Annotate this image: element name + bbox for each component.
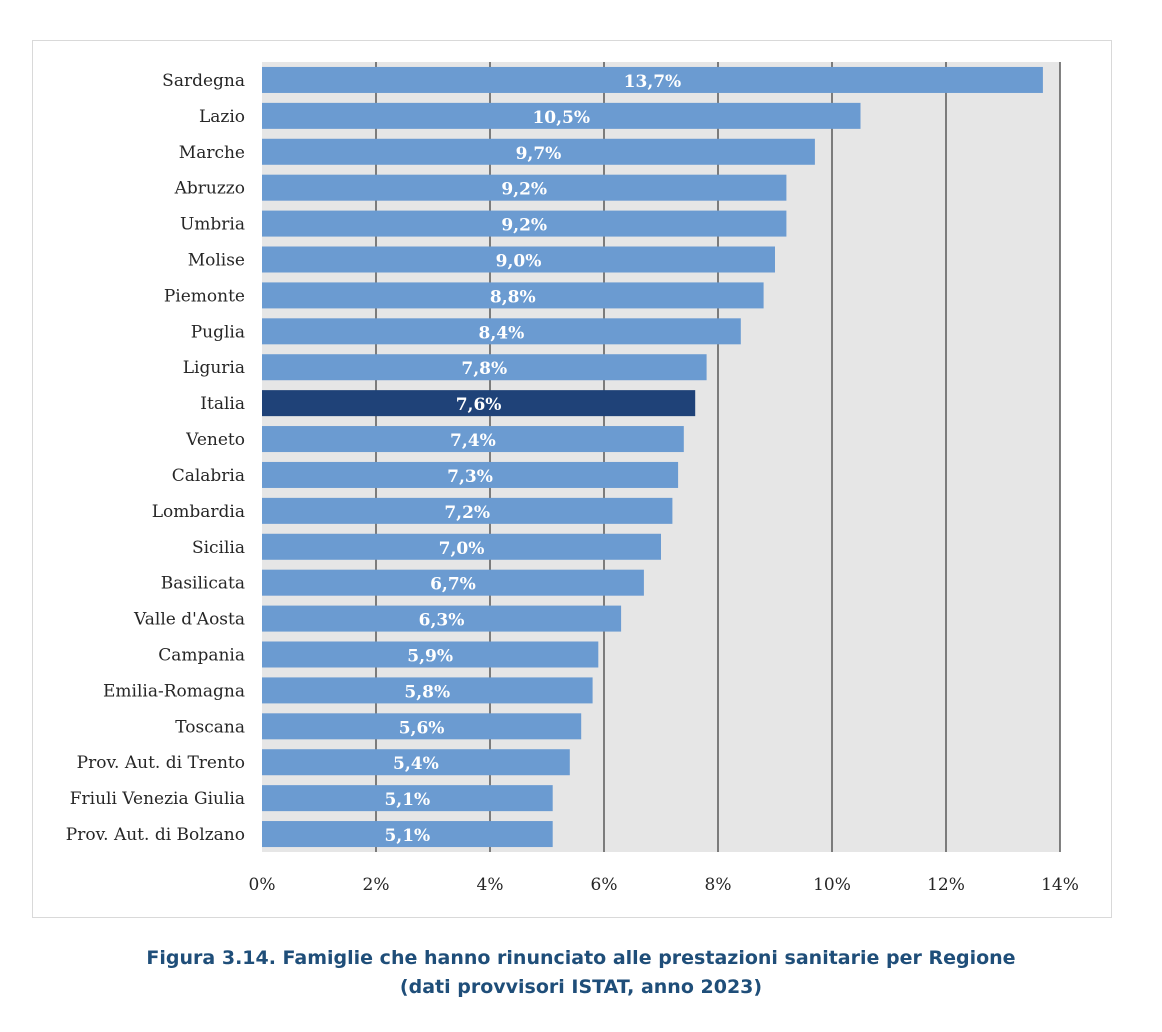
category-label: Prov. Aut. di Trento (77, 753, 245, 773)
data-label: 9,2% (501, 216, 547, 236)
category-label: Liguria (183, 358, 245, 378)
figure-caption-title: Figura 3.14. Famiglie che hanno rinuncia… (146, 947, 1016, 969)
category-label: Piemonte (164, 286, 245, 306)
data-label: 7,6% (456, 395, 502, 415)
category-label: Campania (158, 646, 245, 666)
category-label: Sicilia (192, 538, 245, 558)
bar (262, 102, 861, 129)
bar (262, 282, 764, 309)
bar (262, 174, 787, 201)
category-label: Abruzzo (174, 179, 245, 199)
data-label: 5,8% (404, 682, 450, 702)
category-label: Umbria (180, 215, 245, 235)
bar-chart: Sardegna 13,7% Lazio 10,5% Marche 9,7% Abruzzo… (66, 62, 1079, 895)
data-label: 5,4% (393, 754, 439, 774)
bar (262, 677, 593, 704)
data-label: 10,5% (532, 108, 590, 128)
x-tick-label: 10% (813, 875, 851, 895)
x-tick-label: 12% (927, 875, 965, 895)
category-label: Italia (200, 394, 245, 414)
bar (262, 426, 684, 453)
category-label: Lombardia (152, 502, 245, 522)
bar (262, 749, 570, 776)
bar (262, 461, 679, 488)
data-label: 6,7% (430, 575, 476, 595)
x-tick-label: 6% (591, 875, 618, 895)
bar (262, 821, 553, 848)
bar (262, 210, 787, 237)
x-tick-label: 2% (363, 875, 390, 895)
category-label: Emilia-Romagna (103, 681, 245, 701)
bar (262, 641, 599, 668)
bar (262, 533, 661, 560)
category-label: Toscana (175, 717, 245, 737)
data-label: 5,1% (384, 790, 430, 810)
bar (262, 138, 815, 165)
bar (262, 569, 644, 596)
category-label: Lazio (199, 107, 245, 127)
data-label: 9,2% (501, 180, 547, 200)
category-label: Friuli Venezia Giulia (70, 789, 245, 809)
category-label: Basilicata (161, 574, 245, 594)
data-label: 8,8% (490, 287, 536, 307)
bar (262, 390, 696, 417)
data-label: 5,1% (384, 826, 430, 846)
category-label: Marche (179, 143, 245, 163)
x-tick-label: 4% (477, 875, 504, 895)
bar (262, 785, 553, 812)
data-label: 8,4% (479, 323, 525, 343)
bar (262, 605, 622, 632)
data-label: 5,9% (407, 647, 453, 667)
data-label: 7,2% (444, 503, 490, 523)
bar (262, 66, 1043, 93)
data-label: 9,0% (496, 252, 542, 272)
data-label: 7,8% (461, 359, 507, 379)
category-label: Calabria (172, 466, 245, 486)
category-label: Prov. Aut. di Bolzano (66, 825, 245, 845)
bar (262, 497, 673, 524)
bar (262, 713, 582, 740)
category-label: Valle d'Aosta (133, 610, 245, 630)
data-label: 7,4% (450, 431, 496, 451)
x-tick-label: 14% (1041, 875, 1079, 895)
data-label: 6,3% (419, 611, 465, 631)
data-label: 7,0% (439, 539, 485, 559)
data-label: 13,7% (624, 72, 682, 92)
category-label: Sardegna (162, 71, 245, 91)
x-tick-label: 0% (249, 875, 276, 895)
category-label: Veneto (185, 430, 245, 450)
bar (262, 354, 707, 381)
figure-caption-subtitle: (dati provvisori ISTAT, anno 2023) (399, 976, 763, 998)
bar (262, 246, 775, 273)
bar (262, 318, 741, 345)
category-label: Puglia (191, 322, 245, 342)
x-tick-label: 8% (705, 875, 732, 895)
data-label: 5,6% (399, 718, 445, 738)
data-label: 9,7% (516, 144, 562, 164)
data-label: 7,3% (447, 467, 493, 487)
category-label: Molise (188, 251, 245, 271)
